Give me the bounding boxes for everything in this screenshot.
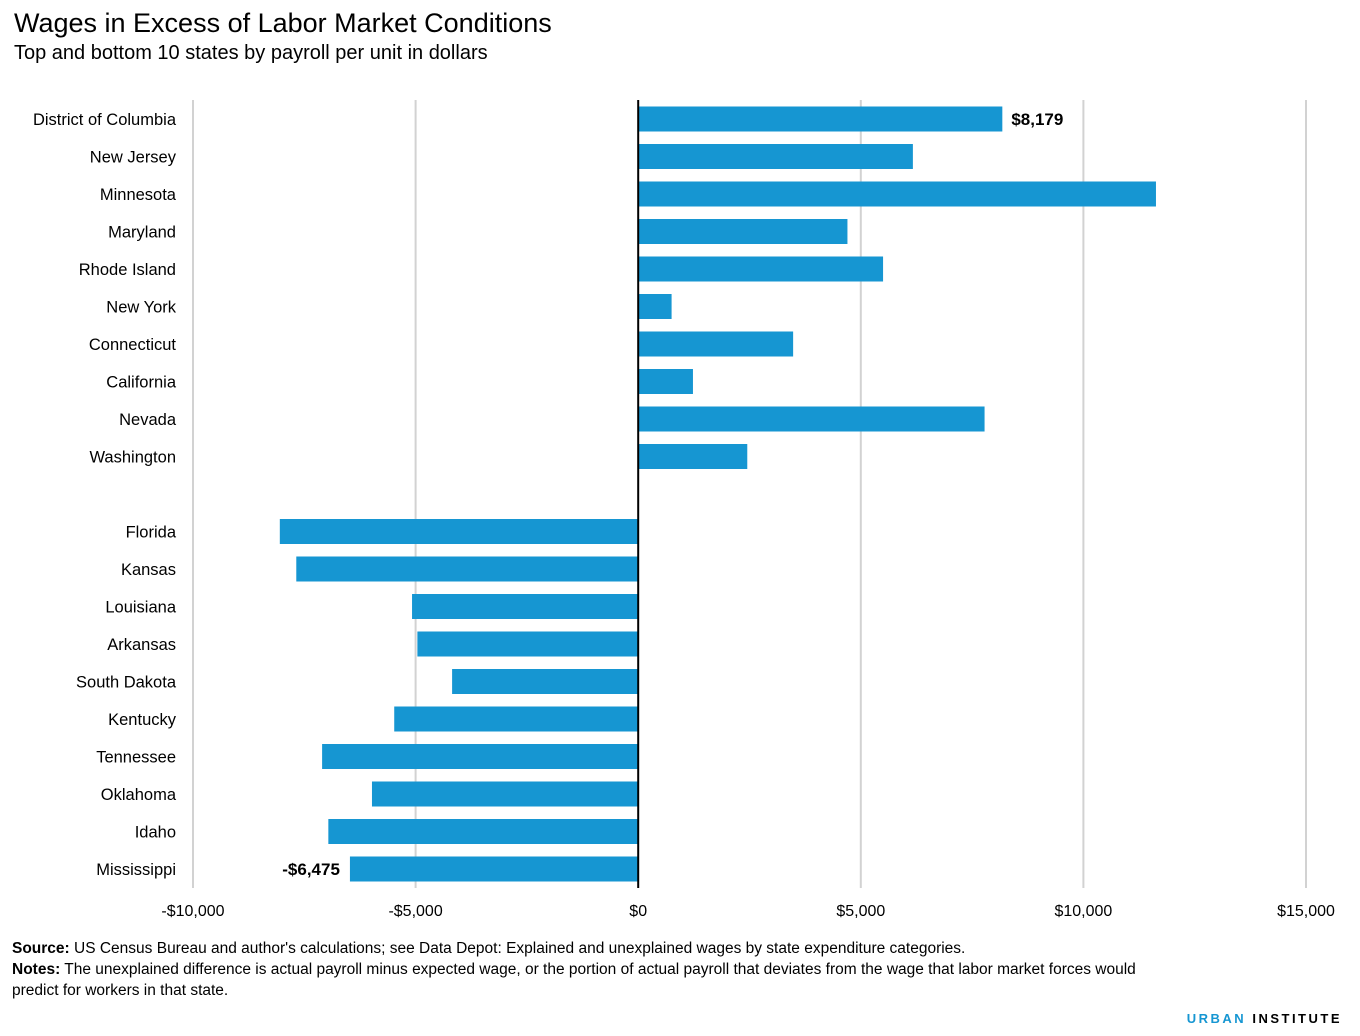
bar xyxy=(638,256,884,282)
footnotes: Source: US Census Bureau and author's ca… xyxy=(12,938,1152,1001)
bar xyxy=(638,181,1156,207)
data-label: -$6,475 xyxy=(282,860,340,879)
bar xyxy=(328,819,639,844)
bar xyxy=(296,556,639,582)
x-tick-label: $15,000 xyxy=(1277,903,1335,920)
source-text: US Census Bureau and author's calculatio… xyxy=(69,940,966,957)
bar xyxy=(638,369,693,394)
category-label: South Dakota xyxy=(76,674,177,692)
source-note: Source: US Census Bureau and author's ca… xyxy=(12,938,1152,959)
bar xyxy=(349,856,639,882)
data-label: $8,179 xyxy=(1011,110,1063,129)
bar xyxy=(638,331,794,357)
bar xyxy=(638,444,748,469)
category-label: Connecticut xyxy=(89,336,177,354)
data-labels: $8,179 -$6,475 xyxy=(282,110,1063,879)
bar xyxy=(394,706,639,732)
category-label: Louisiana xyxy=(105,599,176,617)
bar xyxy=(638,294,672,319)
category-label: District of Columbia xyxy=(33,111,177,129)
x-tick-label: $5,000 xyxy=(836,903,885,920)
brand-institute: INSTITUTE xyxy=(1252,1011,1342,1026)
category-label: New Jersey xyxy=(90,149,177,167)
source-label: Source: xyxy=(12,940,70,957)
category-label: Nevada xyxy=(119,411,177,429)
category-label: Rhode Island xyxy=(79,261,176,279)
category-label: Idaho xyxy=(135,824,176,842)
bar xyxy=(412,594,639,619)
x-tick-label: $0 xyxy=(629,903,647,920)
x-tick-labels: -$10,000 -$5,000 $0 $5,000 $10,000 $15,000 xyxy=(161,903,1335,920)
brand-urban: URBAN xyxy=(1186,1011,1247,1026)
category-label: California xyxy=(106,374,177,392)
bar xyxy=(638,106,1003,132)
category-label: Arkansas xyxy=(107,636,176,654)
category-label: Kentucky xyxy=(108,711,177,729)
bar xyxy=(638,406,985,432)
category-label: Oklahoma xyxy=(101,786,177,804)
category-label: Tennessee xyxy=(96,749,176,767)
bar xyxy=(322,744,639,769)
chart-subtitle: Top and bottom 10 states by payroll per … xyxy=(14,42,488,64)
category-label: Kansas xyxy=(121,561,176,579)
bar xyxy=(279,519,639,544)
bar xyxy=(638,144,913,169)
gridlines xyxy=(192,100,1307,888)
category-label: Minnesota xyxy=(100,186,177,204)
x-tick-label: -$10,000 xyxy=(161,903,224,920)
bars xyxy=(279,106,1156,882)
x-tick-label: $10,000 xyxy=(1054,903,1112,920)
category-label: Mississippi xyxy=(96,861,176,879)
chart-title: Wages in Excess of Labor Market Conditio… xyxy=(14,8,552,38)
bar xyxy=(417,631,639,657)
bar-chart: District of Columbia New Jersey Minnesota M… xyxy=(33,100,1335,920)
category-labels: District of Columbia New Jersey Minnesota M… xyxy=(33,111,177,879)
bar xyxy=(638,219,848,244)
bar xyxy=(452,669,639,694)
notes-text: The unexplained difference is actual pay… xyxy=(12,961,1136,999)
category-label: Florida xyxy=(126,524,177,542)
category-label: New York xyxy=(106,299,176,317)
notes-note: Notes: The unexplained difference is act… xyxy=(12,959,1152,1001)
category-label: Maryland xyxy=(108,224,176,242)
urban-institute-logo: URBAN INSTITUTE xyxy=(1187,1011,1342,1026)
x-tick-label: -$5,000 xyxy=(388,903,442,920)
category-label: Washington xyxy=(89,449,176,467)
notes-label: Notes: xyxy=(12,961,61,978)
bar xyxy=(371,781,639,807)
